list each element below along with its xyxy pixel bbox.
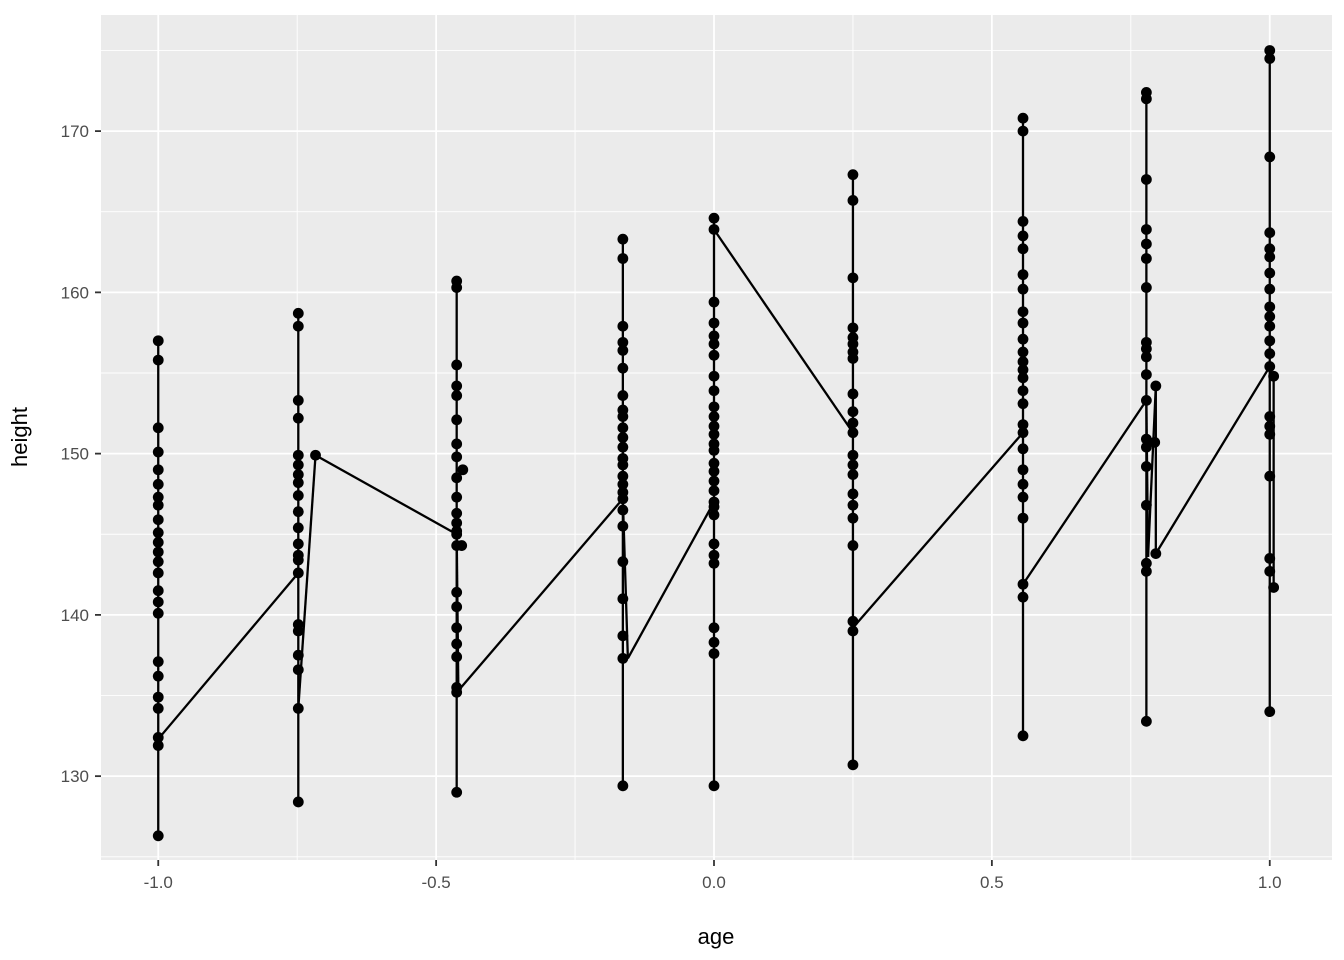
svg-text:150: 150 [61,445,89,464]
gridlines-minor [101,15,1332,860]
svg-text:-0.5: -0.5 [421,873,450,892]
y-axis: 130 140 150 160 170 [61,122,101,786]
data-point-series [152,45,1280,842]
svg-text:-1.0: -1.0 [144,873,173,892]
gridlines-major [101,15,1332,860]
svg-text:170: 170 [61,122,89,141]
x-axis-title: age [698,924,735,949]
svg-text:1.0: 1.0 [1258,873,1282,892]
y-axis-title: height [7,407,32,467]
svg-text:140: 140 [61,606,89,625]
x-axis: -1.0 -0.5 0.0 0.5 1.0 [144,860,1282,892]
svg-text:160: 160 [61,283,89,302]
svg-text:130: 130 [61,767,89,786]
svg-text:0.5: 0.5 [980,873,1004,892]
svg-text:0.0: 0.0 [702,873,726,892]
